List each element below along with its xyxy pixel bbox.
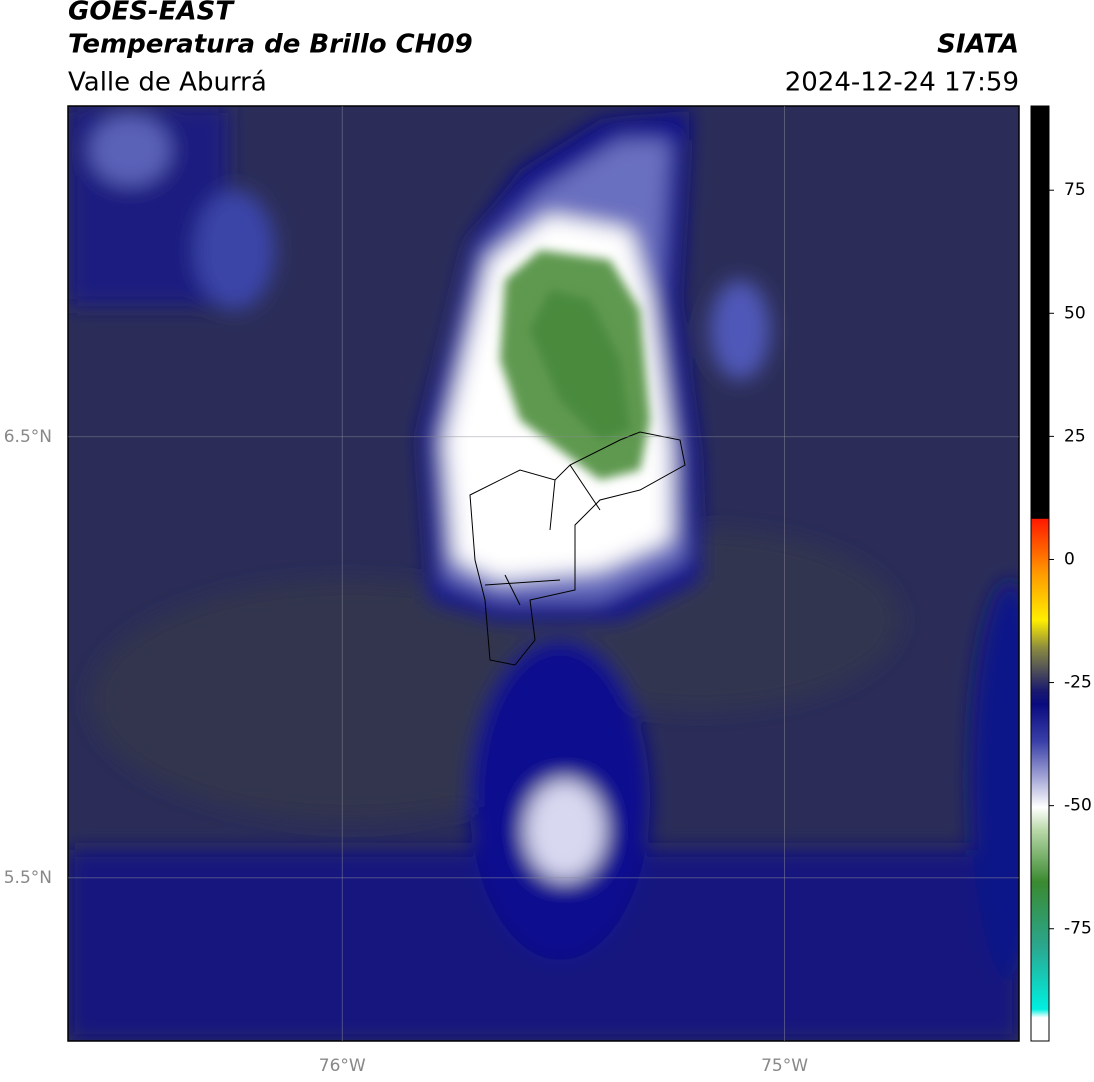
datetime: 2024-12-24 17:59 <box>785 68 1019 98</box>
subtitle: Temperatura de Brillo CH09 <box>68 30 473 60</box>
colorbar-tick-label: 25 <box>1064 426 1086 446</box>
lat-tick-label: 6.5°N <box>4 427 52 447</box>
colorbar-tick-label: 0 <box>1064 549 1075 569</box>
lon-tick-label: 76°W <box>319 1056 366 1076</box>
lon-tick-label: 75°W <box>761 1056 808 1076</box>
colorbar-tick-label: 75 <box>1064 180 1086 200</box>
source: SIATA <box>937 30 1019 60</box>
colorbar-tick-label: -25 <box>1064 673 1092 693</box>
lat-tick-label: 5.5°N <box>4 868 52 888</box>
map-frame <box>67 105 1020 1042</box>
map-image <box>68 106 1019 1041</box>
colorbar-tick-label: -75 <box>1064 919 1092 939</box>
colorbar <box>1030 105 1050 1042</box>
title: GOES-EAST <box>68 0 235 27</box>
colorbar-tick-label: 50 <box>1064 303 1086 323</box>
colorbar-tick-label: -50 <box>1064 796 1092 816</box>
region: Valle de Aburrá <box>68 68 267 98</box>
